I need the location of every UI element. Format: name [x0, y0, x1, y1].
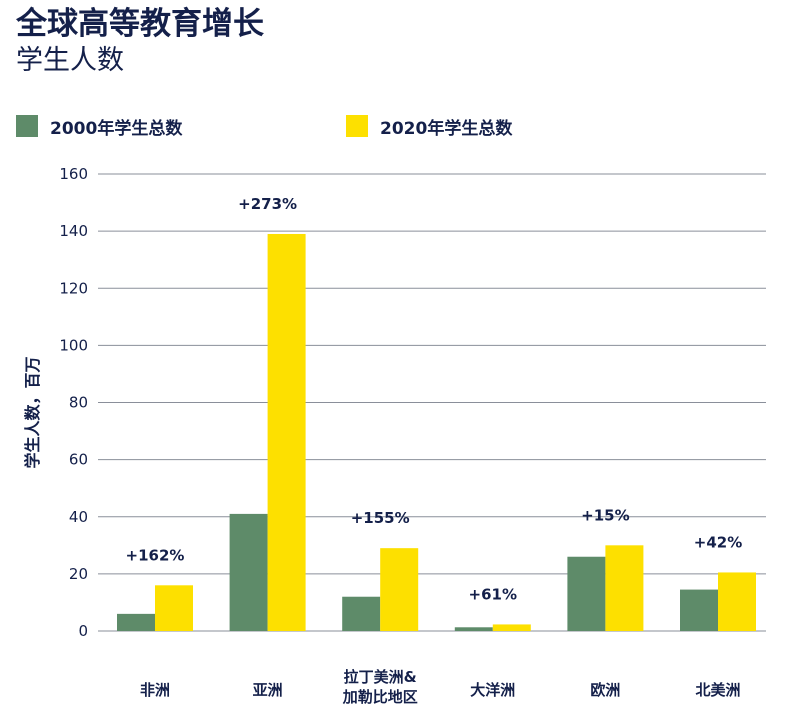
growth-label: +155% [351, 509, 410, 527]
legend-label-2020: 2020年学生总数 [380, 118, 513, 139]
legend-label-2000: 2000年学生总数 [50, 118, 183, 139]
category-label: 拉丁美洲& [344, 668, 417, 686]
y-tick-label: 20 [69, 565, 88, 583]
category-label: 欧洲 [590, 681, 620, 699]
growth-label: +15% [581, 506, 629, 524]
bar-2000 [680, 589, 718, 631]
legend-item-2000: 2000年学生总数 [16, 113, 182, 139]
y-tick-label: 80 [69, 394, 88, 412]
y-tick-label: 100 [59, 336, 88, 354]
category-label: 大洋洲 [470, 681, 515, 699]
category-label: 亚洲 [253, 681, 283, 699]
y-tick-label: 120 [59, 279, 88, 297]
growth-label: +162% [126, 546, 185, 564]
growth-label: +273% [238, 195, 297, 213]
bar-2000 [454, 627, 493, 631]
category-label: 加勒比地区 [342, 688, 418, 706]
bar-2000 [117, 613, 155, 631]
bar-2020 [155, 585, 193, 631]
bar-2020 [718, 572, 756, 631]
y-axis-ticks: 0 20 40 60 80 100 120 140 160 [59, 165, 88, 640]
y-tick-label: 60 [69, 451, 88, 469]
category-label: 非洲 [140, 681, 170, 699]
legend-item-2020: 2020年学生总数 [346, 113, 512, 139]
bar-2020 [605, 545, 644, 631]
legend-swatch-2000 [16, 115, 38, 137]
growth-annotations: +162% +273% +155% +61% +15% +42% [126, 195, 743, 603]
growth-label: +42% [694, 533, 742, 551]
bar-2020 [380, 548, 419, 631]
y-axis-label: 学生人数，百万 [23, 356, 42, 468]
bars [117, 233, 756, 631]
chart-subtitle: 学生人数 [16, 45, 124, 76]
growth-label: +61% [469, 585, 517, 603]
y-tick-label: 0 [78, 622, 88, 640]
y-tick-label: 140 [59, 222, 88, 240]
legend-swatch-2020 [346, 115, 368, 137]
grid-lines [98, 173, 766, 632]
bar-2000 [342, 596, 381, 631]
bar-2020 [492, 624, 531, 631]
x-axis-categories: 非洲 亚洲 拉丁美洲&加勒比地区 大洋洲 欧洲 北美洲 [140, 668, 741, 706]
bar-2000 [567, 556, 606, 631]
y-tick-label: 40 [69, 508, 88, 526]
y-tick-label: 160 [59, 165, 88, 183]
bar-2000 [229, 513, 268, 631]
category-label: 北美洲 [695, 681, 740, 699]
bar-2020 [267, 233, 306, 631]
chart-title: 全球高等教育增长 [16, 6, 264, 42]
